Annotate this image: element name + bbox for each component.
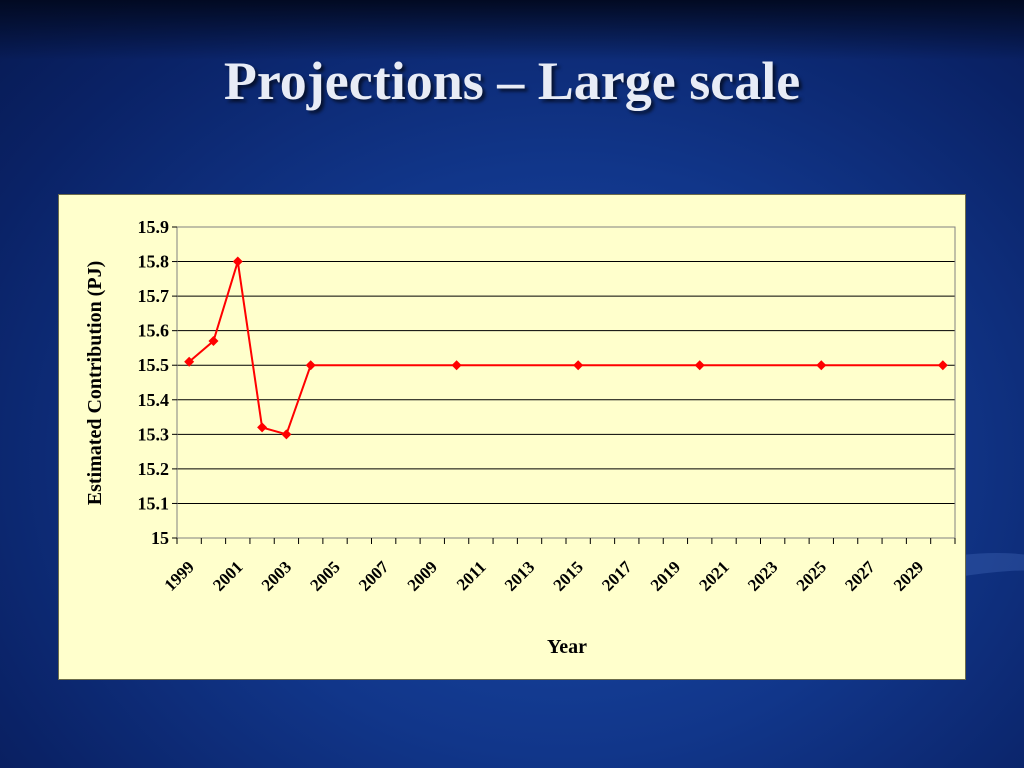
x-tick-label: 1999 [161, 557, 198, 594]
y-axis-label: Estimated Contribution (PJ) [84, 261, 106, 505]
x-tick-label: 2009 [404, 557, 441, 594]
data-point-marker [257, 422, 268, 433]
y-tick-label: 15.1 [138, 493, 170, 513]
data-point-marker [305, 360, 316, 371]
x-tick-label: 2013 [501, 557, 538, 594]
series-group [184, 256, 948, 440]
y-axis-ticks: 15 15.1 15.2 15.3 15.4 15.5 15.6 15.7 15.8 15.9 [138, 217, 177, 548]
data-point-marker [694, 360, 705, 371]
data-point-marker [816, 360, 827, 371]
x-tick-label: 2019 [647, 557, 684, 594]
chart-panel: 15 15.1 15.2 15.3 15.4 15.5 15.6 15.7 15.8 15.9 1… [58, 194, 966, 680]
gridlines [177, 226, 955, 539]
data-point-marker [281, 429, 292, 440]
x-tick-label: 2015 [550, 557, 587, 594]
x-tick-label: 2005 [306, 557, 343, 594]
y-tick-label: 15.9 [138, 217, 170, 237]
x-axis-label: Year [547, 636, 587, 658]
x-tick-label: 2029 [890, 557, 927, 594]
x-tick-label: 2007 [355, 557, 393, 595]
plot-area [176, 226, 956, 539]
data-point-marker [232, 256, 243, 267]
series-line [188, 261, 943, 436]
x-tick-label: 2011 [453, 557, 490, 594]
y-tick-label: 15.2 [138, 459, 170, 479]
y-tick-label: 15.3 [138, 424, 170, 444]
data-point-marker [451, 360, 462, 371]
data-point-marker [208, 336, 219, 347]
y-tick-label: 15.8 [138, 252, 170, 272]
y-tick-label: 15.5 [138, 355, 170, 375]
x-axis-ticks: 1999 2001 2003 2005 2007 2009 2011 2013 2015 2017… [161, 538, 956, 595]
x-tick-label: 2025 [793, 557, 830, 594]
y-tick-label: 15.7 [138, 286, 170, 306]
top-band [0, 0, 1024, 60]
y-tick-label: 15.4 [138, 390, 170, 410]
x-tick-label: 2003 [258, 557, 295, 594]
data-point-marker [184, 356, 195, 367]
x-tick-label: 2001 [209, 557, 246, 594]
x-tick-label: 2023 [744, 557, 781, 594]
y-tick-label: 15.6 [138, 321, 170, 341]
data-point-marker [937, 360, 948, 371]
x-tick-label: 2027 [841, 557, 879, 595]
slide-title: Projections – Large scale [223, 51, 801, 111]
line-chart: 15 15.1 15.2 15.3 15.4 15.5 15.6 15.7 15.8 15.9 1… [84, 217, 956, 658]
data-point-marker [573, 360, 584, 371]
y-tick-label: 15 [151, 528, 169, 548]
x-tick-label: 2017 [598, 557, 636, 595]
x-tick-label: 2021 [695, 557, 732, 594]
